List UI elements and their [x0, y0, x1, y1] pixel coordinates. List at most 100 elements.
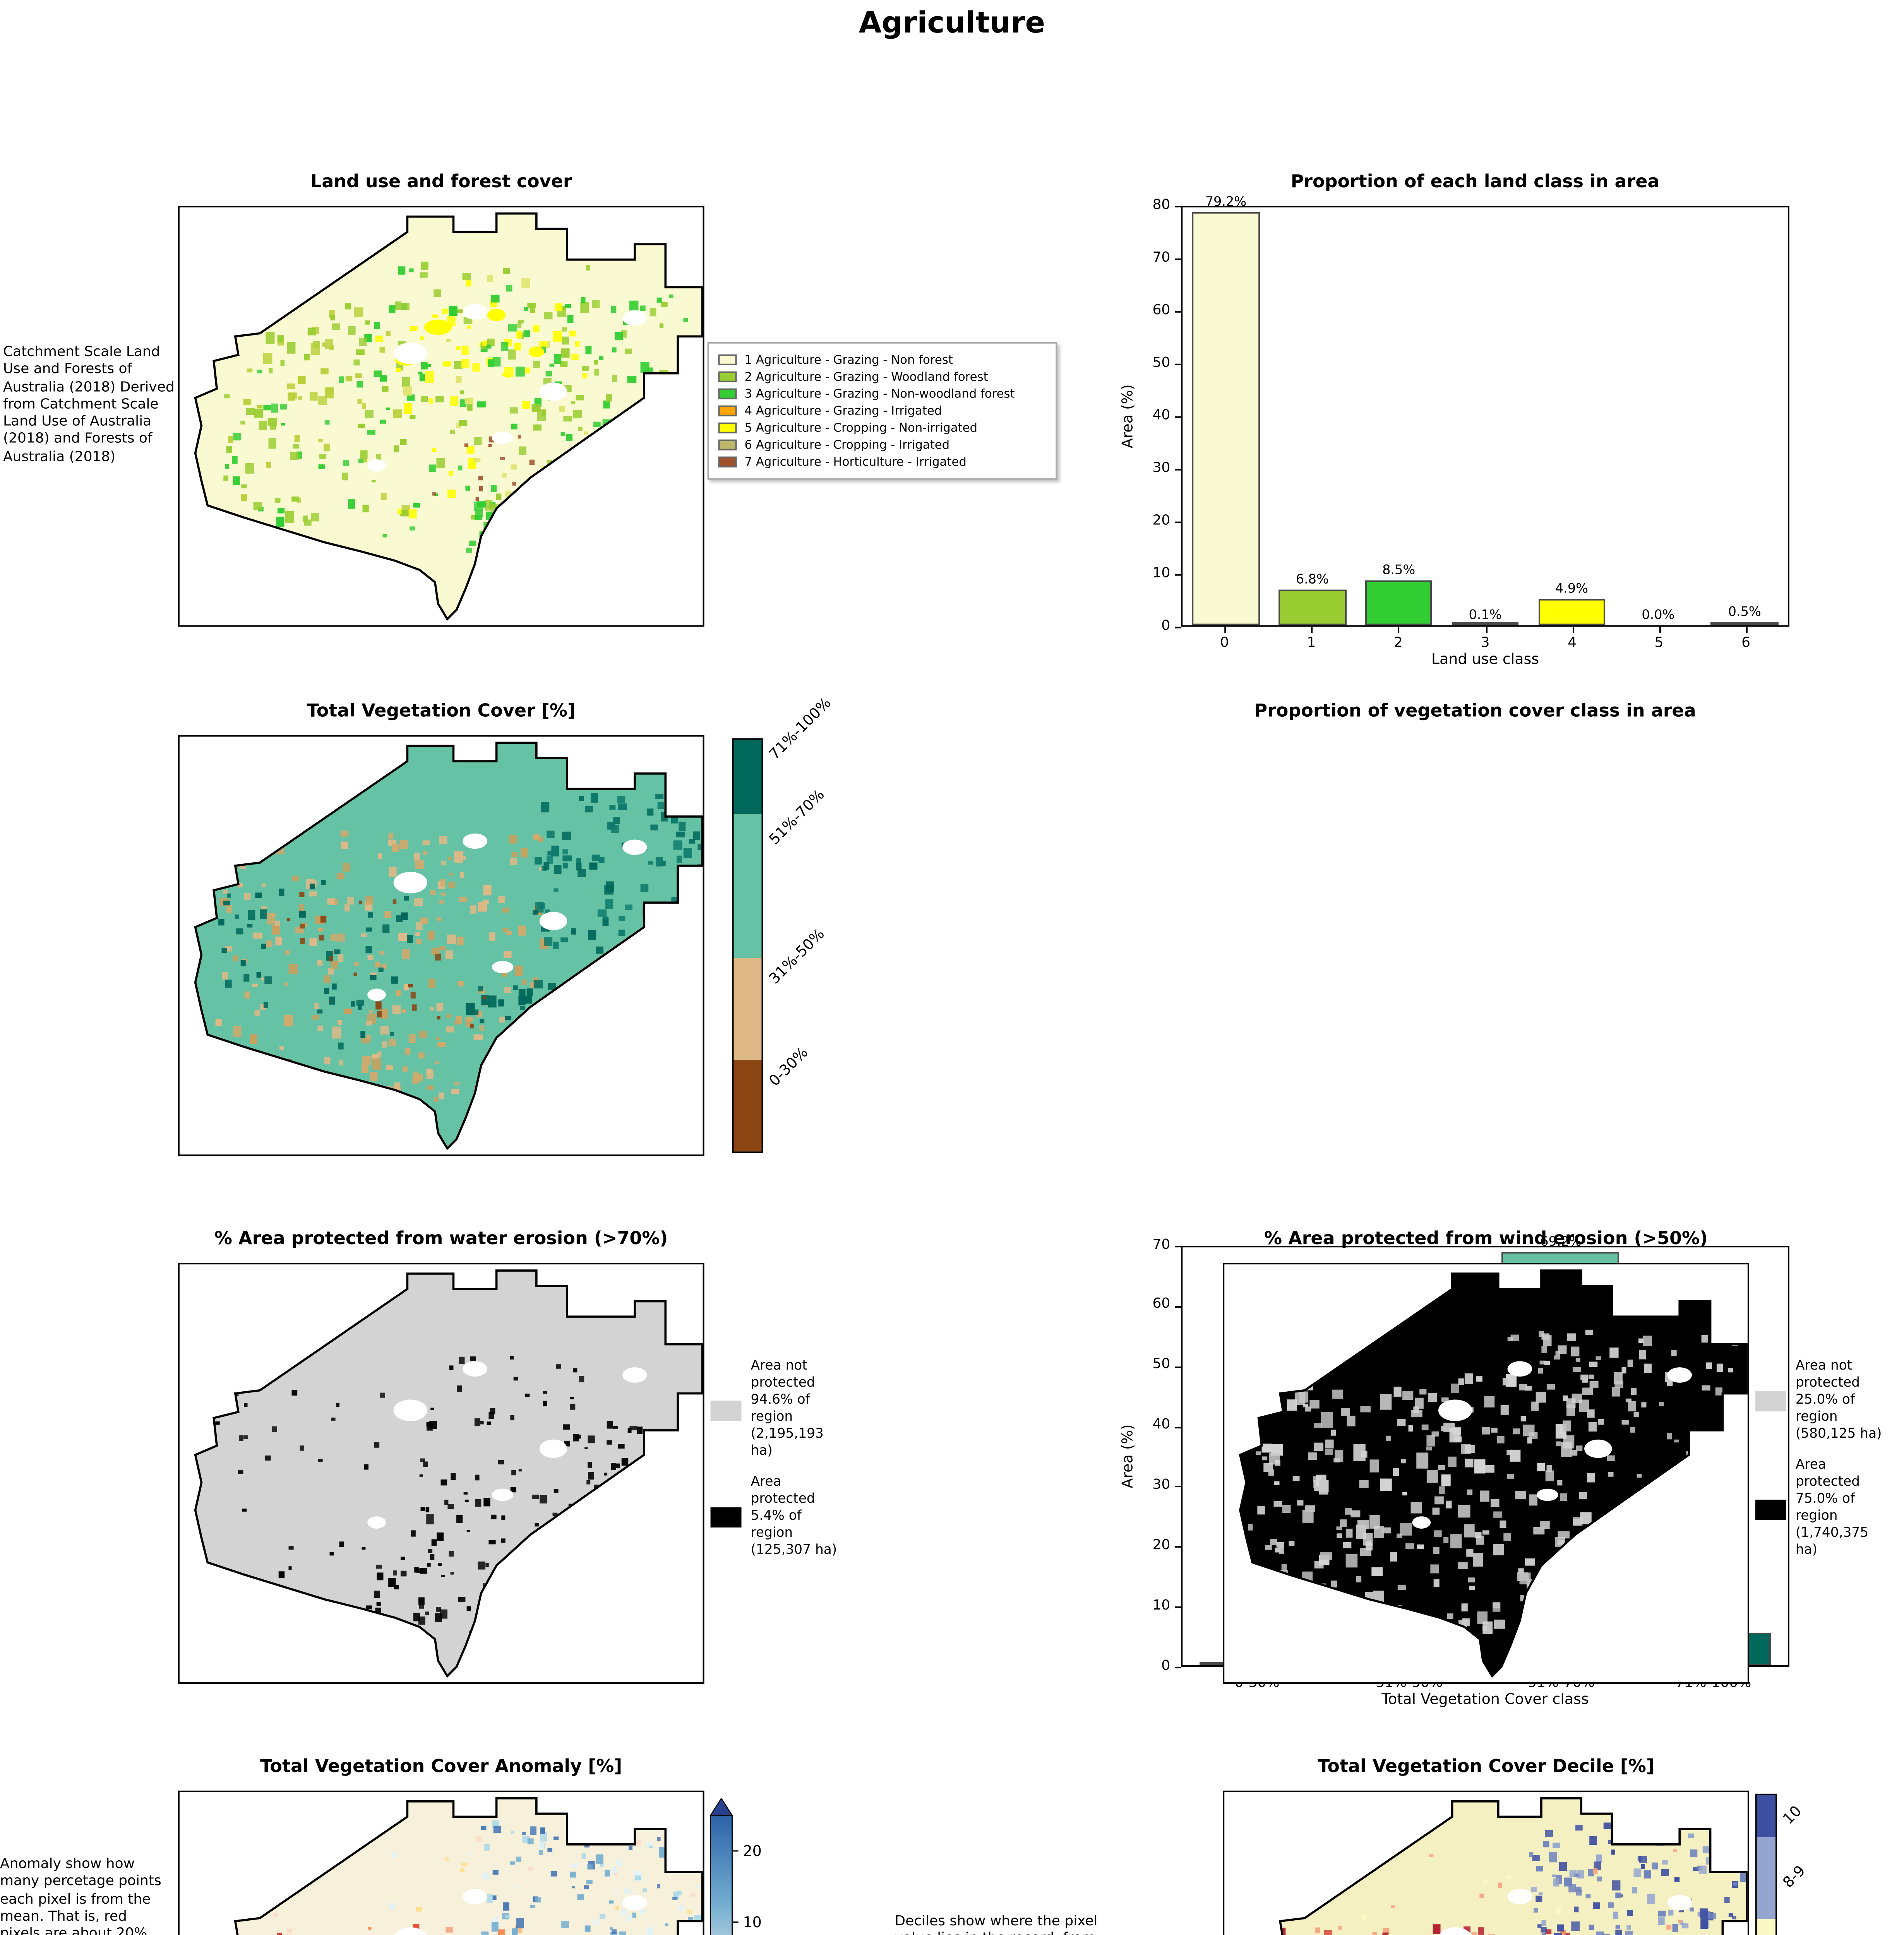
water-erosion-map: [178, 1263, 704, 1684]
y-tick-mark: [1175, 469, 1181, 471]
legend-item: 1 Agriculture - Grazing - Non forest: [718, 353, 1047, 367]
vegclass-chart-title: Proportion of vegetation cover class in …: [1254, 699, 1696, 721]
y-tick-label: 0: [1161, 618, 1171, 634]
y-tick-label: 30: [1152, 1478, 1171, 1493]
legend-swatch: [718, 371, 737, 383]
x-axis-label: Land use class: [1431, 651, 1539, 669]
wind-erosion-map: [1223, 1263, 1749, 1684]
bar-value-label: 8.5%: [1382, 562, 1416, 578]
legend-item: 6 Agriculture - Cropping - Irrigated: [718, 438, 1047, 452]
legend-item-label: 5 Agriculture - Cropping - Non-irrigated: [744, 421, 978, 435]
legend-item: Area not protected 94.6% of region (2,19…: [710, 1359, 858, 1461]
y-tick-mark: [1175, 574, 1181, 576]
y-tick-label: 0: [1161, 1658, 1171, 1674]
y-tick-mark: [1175, 416, 1181, 418]
bar-value-label: 4.9%: [1555, 581, 1588, 597]
legend-item-label: Area not protected 94.6% of region (2,19…: [751, 1359, 824, 1460]
y-tick-label: 40: [1152, 408, 1171, 423]
bar-slot: 79.2%: [1183, 193, 1269, 625]
y-tick-label: 70: [1152, 1237, 1171, 1253]
colorbar-segment: [733, 740, 762, 814]
plot-area: 79.2% 6.8% 8.5% 0.1% 4.9% 0.0% 0.5%: [1181, 193, 1789, 627]
wind-erosion-map-title: % Area protected from wind erosion (>50%…: [1264, 1227, 1708, 1249]
colorbar-tick-label: 31%-50%: [766, 926, 829, 988]
bar-4: [1538, 599, 1606, 625]
colorbar-tick-label: 0-30%: [766, 1044, 812, 1090]
page-title: Agriculture: [859, 6, 1045, 40]
colorbar-segment: [1757, 1795, 1775, 1837]
bar-1: [1278, 589, 1346, 625]
bar-2: [1365, 580, 1433, 625]
legend-item-label: Area protected 5.4% of region (125,307 h…: [751, 1475, 837, 1558]
legend-swatch: [718, 388, 737, 400]
y-tick-label: 10: [1152, 1598, 1171, 1614]
bar-3: [1451, 622, 1519, 625]
landclass-chart-title: Proportion of each land class in area: [1290, 170, 1660, 192]
wind-erosion-legend: Area not protected 25.0% of region (580,…: [1755, 1359, 1902, 1574]
y-tick-label: 70: [1152, 250, 1171, 265]
y-tick-label: 10: [1152, 565, 1171, 581]
legend-item-label: 2 Agriculture - Grazing - Woodland fores…: [744, 370, 988, 384]
y-tick-mark: [1175, 1486, 1181, 1488]
legend-item-label: 7 Agriculture - Horticulture - Irrigated: [744, 455, 967, 469]
bar-slot: 6.8%: [1269, 207, 1356, 625]
legend-item: 3 Agriculture - Grazing - Non-woodland f…: [718, 387, 1047, 401]
bar-slot: 8.5%: [1356, 207, 1442, 625]
x-tick-mark: [1485, 627, 1487, 633]
colorbar-segment: [1757, 1918, 1775, 1935]
colorbar-segment: [733, 813, 762, 958]
legend-swatch: [718, 439, 737, 451]
legend-swatch: [718, 456, 737, 468]
bar-slot: 0.0%: [1615, 207, 1701, 625]
landuse-map-title: Land use and forest cover: [310, 170, 572, 192]
decile-map-title: Total Vegetation Cover Decile [%]: [1318, 1755, 1654, 1777]
bar-0: [1192, 211, 1260, 625]
x-tick-label: 0: [1220, 636, 1229, 652]
legend-item: Area not protected 25.0% of region (580,…: [1755, 1359, 1902, 1444]
colorbar-segment: [733, 958, 762, 1061]
y-tick-label: 20: [1152, 1538, 1171, 1554]
y-tick-label: 20: [1152, 513, 1171, 529]
bar-value-label: 69.2%: [1540, 1233, 1582, 1249]
x-tick-label: 6: [1741, 636, 1751, 652]
x-tick-mark: [1659, 627, 1661, 633]
colorbar-tick-label: 71%-100%: [766, 695, 835, 764]
legend-item: 4 Agriculture - Grazing - Irrigated: [718, 404, 1047, 418]
vegcover-colorbar: 71%-100% 51%-70% 31%-50% 0-30%: [732, 695, 856, 1153]
colorbar-tick-label: 10: [1780, 1803, 1806, 1829]
water-erosion-map-title: % Area protected from water erosion (>70…: [214, 1227, 668, 1249]
decile-colorbar: 108-94-72-31: [1755, 1793, 1879, 1935]
y-tick-mark: [1175, 205, 1181, 207]
colorbar-segment: [1757, 1836, 1775, 1919]
bar-value-label: 6.8%: [1296, 571, 1329, 587]
y-tick-mark: [1175, 1426, 1181, 1428]
decile-map: [1223, 1790, 1749, 1935]
colorbar-tick-label: 10: [743, 1914, 762, 1931]
bar-slot: 0.1%: [1442, 207, 1528, 625]
y-tick-mark: [1175, 627, 1181, 628]
y-tick-label: 60: [1152, 1297, 1171, 1313]
y-tick-label: 60: [1152, 302, 1171, 318]
y-tick-mark: [1175, 1306, 1181, 1308]
x-tick-mark: [1311, 627, 1313, 633]
y-tick-label: 80: [1152, 197, 1171, 213]
legend-item-label: 1 Agriculture - Grazing - Non forest: [744, 353, 953, 367]
x-tick-mark: [1746, 627, 1748, 633]
legend-item: 5 Agriculture - Cropping - Non-irrigated: [718, 421, 1047, 435]
landuse-map: [178, 205, 704, 627]
y-tick-mark: [1175, 258, 1181, 260]
y-tick-mark: [1175, 1246, 1181, 1248]
legend-swatch: [718, 354, 737, 366]
colorbar-segment: [733, 1061, 762, 1152]
bar-value-label: 0.5%: [1728, 604, 1761, 620]
legend-swatch: [710, 1507, 742, 1528]
anomaly-map: [178, 1790, 704, 1935]
bar-slot: 0.5%: [1702, 207, 1788, 625]
x-tick-mark: [1398, 627, 1400, 633]
y-tick-mark: [1175, 363, 1181, 365]
x-tick-label: 1: [1307, 636, 1316, 652]
y-tick-mark: [1175, 1666, 1181, 1668]
y-tick-mark: [1175, 1366, 1181, 1368]
x-tick-label: 4: [1568, 636, 1577, 652]
